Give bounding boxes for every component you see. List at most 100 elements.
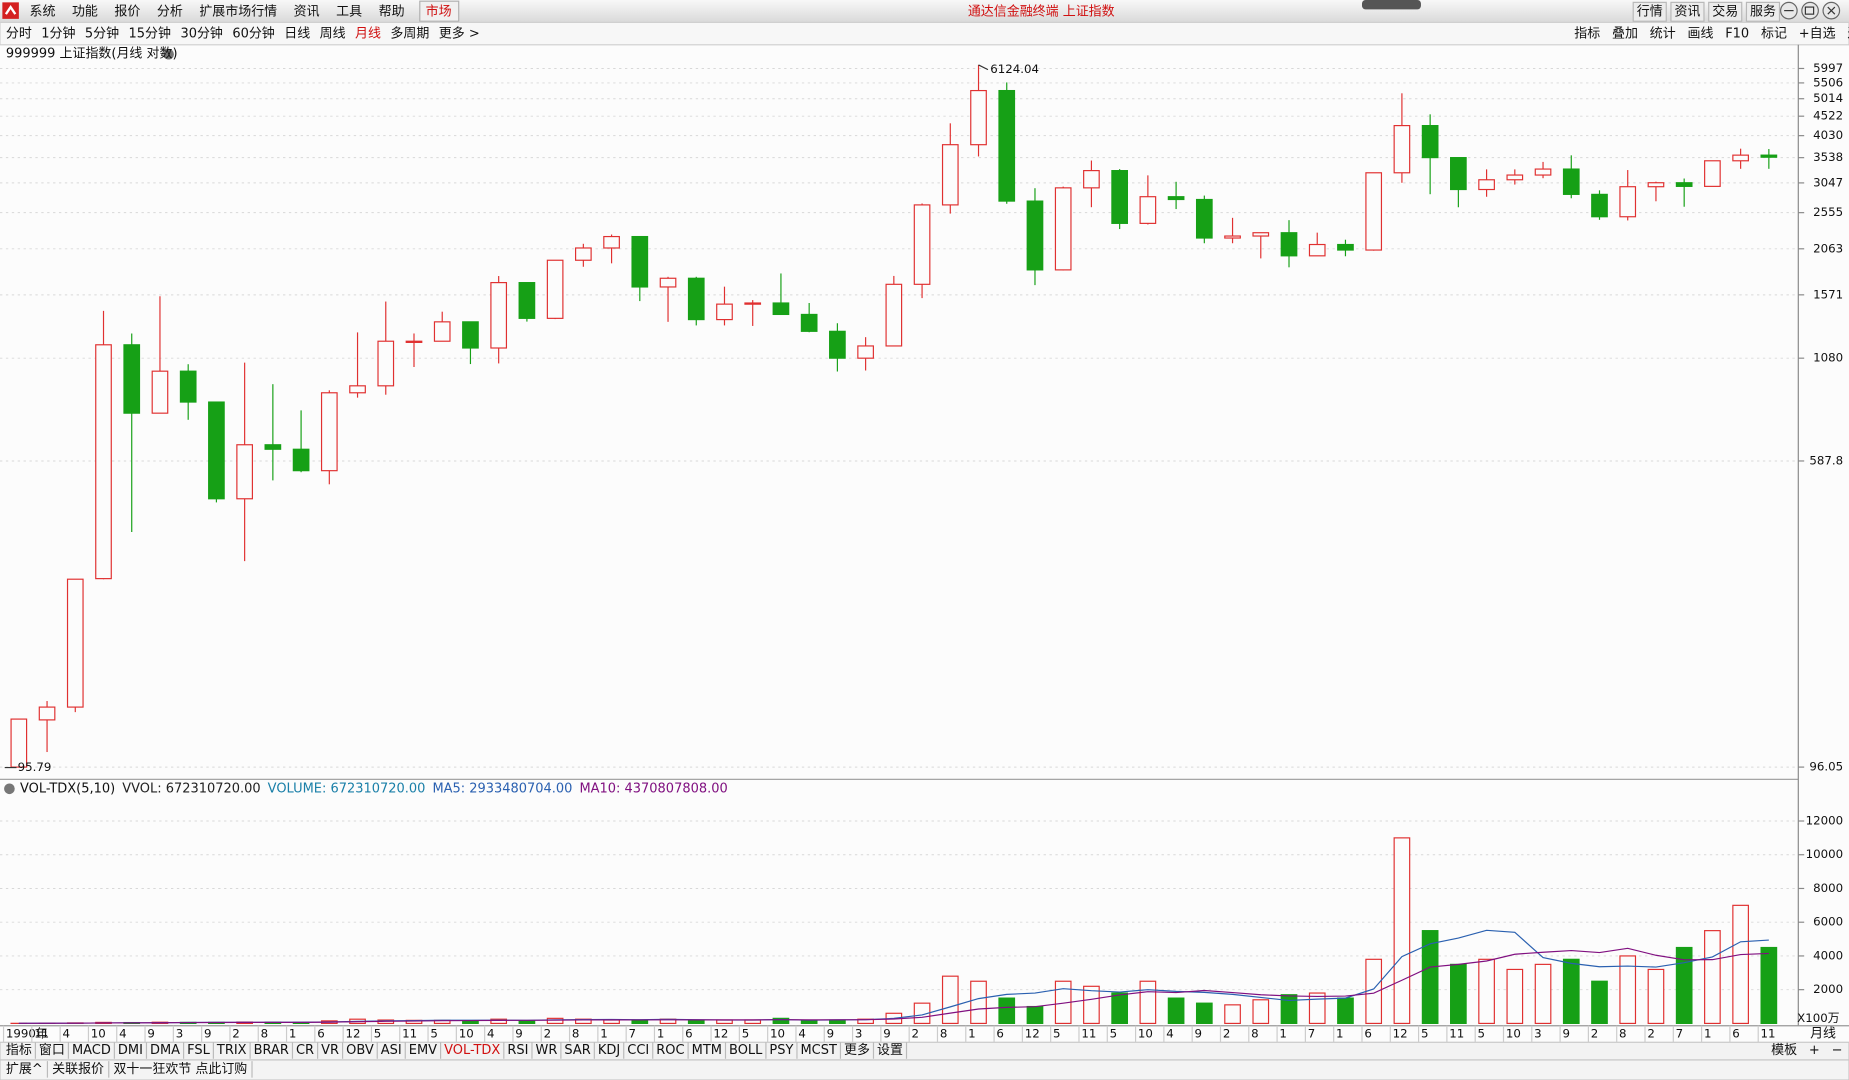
indicator-dropdown[interactable] (4, 783, 15, 795)
period-tab[interactable]: 30分钟 (180, 26, 222, 42)
menu-item[interactable]: 功能 (72, 4, 98, 19)
volume-bar (546, 1017, 564, 1024)
app-icon[interactable] (2, 2, 19, 19)
indicator-tab[interactable]: 更多 (844, 1042, 870, 1058)
indicator-tab[interactable]: FSL (187, 1043, 210, 1058)
volume-bar (462, 1020, 479, 1024)
indicator-tab[interactable]: PSY (769, 1043, 793, 1058)
indicator-tab[interactable]: KDJ (598, 1043, 620, 1058)
y-tick-label: 5014 (1813, 91, 1843, 105)
indicator-tab[interactable]: 指标 (6, 1043, 32, 1058)
volume-bar (687, 1020, 705, 1024)
candle-body (10, 718, 28, 768)
tool-button[interactable]: 统计 (1650, 27, 1676, 42)
indicator-tab[interactable]: MCST (801, 1043, 837, 1058)
market-tab-box[interactable] (419, 0, 460, 22)
candle-body (687, 277, 705, 321)
period-tab[interactable]: 分时 (6, 27, 32, 42)
indicator-tab[interactable]: VOL-TDX (444, 1043, 500, 1058)
indicator-tab[interactable]: MTM (692, 1043, 722, 1058)
indicator-tab[interactable]: WR (536, 1043, 558, 1058)
x-tick-label: 9 (515, 1027, 523, 1041)
period-tab[interactable]: 多周期 (390, 26, 429, 42)
period-tab[interactable]: 60分钟 (232, 26, 274, 42)
top-right-button-box[interactable] (1632, 1, 1667, 22)
tool-button[interactable]: 画线 (1687, 27, 1713, 42)
top-right-button[interactable]: 服务 (1750, 3, 1776, 19)
tool-button[interactable]: 叠加 (1612, 27, 1638, 42)
indicator-tab[interactable]: SAR (564, 1043, 590, 1058)
status-tab[interactable]: 双十一狂欢节 点此订购 (113, 1061, 247, 1077)
menu-item[interactable]: 分析 (157, 4, 183, 19)
candle-body (1534, 168, 1552, 176)
menu-item[interactable]: 帮助 (379, 4, 405, 19)
market-tab[interactable]: 市场 (426, 3, 452, 19)
menu-item[interactable]: 资讯 (294, 4, 320, 19)
indicator-tab[interactable]: 窗口 (39, 1042, 65, 1058)
candle-body (292, 448, 310, 472)
volume-bar (1647, 968, 1665, 1024)
status-tab[interactable]: 关联报价 (52, 1062, 104, 1077)
template-tab[interactable]: 模板 (1771, 1043, 1797, 1058)
candle-body (1167, 196, 1185, 201)
volume-bar (1450, 963, 1467, 1024)
max-label: 6124.04 (990, 62, 1039, 76)
indicator-tab[interactable]: DMA (150, 1043, 180, 1058)
candle-body (1506, 174, 1524, 181)
volume-bar (1506, 968, 1524, 1024)
indicator-tab[interactable]: CCI (627, 1043, 649, 1058)
restore-glyph (1804, 6, 1815, 15)
x-tick-label: 4 (487, 1027, 495, 1041)
tool-button[interactable]: +自选 (1799, 27, 1836, 42)
tool-button[interactable]: 指标 (1574, 27, 1600, 42)
menu-item[interactable]: 报价 (114, 4, 140, 19)
tool-button[interactable]: 标记 (1761, 27, 1787, 42)
period-tab[interactable]: 月线 (355, 27, 381, 42)
template-tab[interactable]: + (1809, 1043, 1820, 1058)
top-right-button[interactable]: 行情 (1637, 4, 1663, 19)
y-tick-label: 587.8 (1809, 453, 1843, 467)
status-tab[interactable]: 扩展^ (6, 1062, 43, 1077)
x-tick-label: 9 (204, 1027, 212, 1041)
period-tab[interactable]: 周线 (320, 27, 346, 42)
candle-body (1139, 196, 1157, 224)
menu-item[interactable]: 系统 (29, 4, 55, 19)
indicator-tab[interactable]: VR (321, 1043, 339, 1058)
top-right-button[interactable]: 交易 (1712, 3, 1738, 19)
tool-button[interactable]: F10 (1725, 27, 1749, 42)
indicator-tab[interactable]: CR (296, 1043, 314, 1058)
indicator-tab[interactable]: 设置 (877, 1043, 903, 1058)
title-dropdown[interactable] (163, 48, 174, 60)
menu-bar (0, 0, 1849, 23)
tool-button[interactable]: 返回 (1847, 27, 1849, 42)
period-tab[interactable]: 5分钟 (85, 26, 119, 42)
indicator-tab[interactable]: TRIX (216, 1043, 247, 1058)
candle-body (1393, 125, 1411, 174)
template-tab[interactable]: − (1832, 1043, 1843, 1058)
x-tick-label: 5 (1053, 1027, 1061, 1041)
indicator-tab[interactable]: RSI (507, 1043, 528, 1058)
x-tick-label: 11 (1449, 1027, 1464, 1041)
indicator-tab[interactable]: EMV (409, 1043, 437, 1058)
top-right-button[interactable]: 资讯 (1674, 4, 1700, 19)
indicator-tab[interactable]: MACD (72, 1043, 111, 1058)
indicator-tab[interactable]: ROC (656, 1043, 684, 1058)
indicator-tab[interactable]: OBV (346, 1043, 374, 1058)
period-tab[interactable]: 日线 (284, 27, 310, 42)
indicator-tab[interactable]: BRAR (254, 1043, 289, 1058)
menu-item[interactable]: 扩展市场行情 (199, 3, 277, 19)
top-right-button-box[interactable] (1708, 1, 1743, 22)
top-right-button-box[interactable] (1670, 1, 1705, 22)
indicator-tab[interactable]: ASI (381, 1043, 402, 1058)
period-tab[interactable]: 15分钟 (129, 26, 171, 42)
y-tick-label: 10000 (1806, 847, 1843, 861)
top-right-button-box[interactable] (1745, 1, 1781, 22)
indicator-tab[interactable]: DMI (118, 1043, 143, 1058)
period-tab[interactable]: 1分钟 (41, 26, 75, 42)
period-tab[interactable]: 更多 > (439, 26, 480, 42)
restore-button[interactable] (1801, 1, 1819, 20)
menu-item[interactable]: 工具 (336, 4, 362, 19)
indicator-tab[interactable]: BOLL (729, 1043, 763, 1058)
indicator-readout: MA5: 2933480704.00 (432, 781, 572, 796)
